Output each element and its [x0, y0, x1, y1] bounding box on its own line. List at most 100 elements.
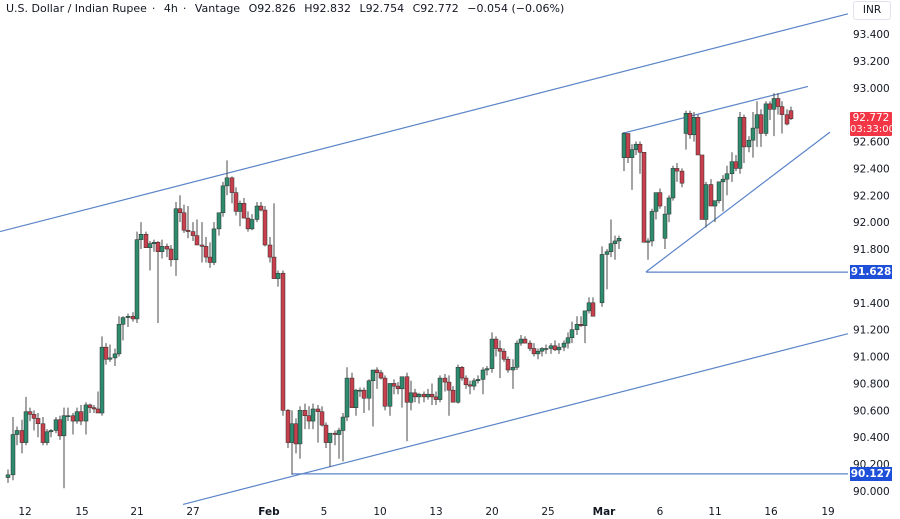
- trendline-lower-channel[interactable]: [182, 333, 849, 505]
- time-tick: 21: [130, 506, 143, 518]
- candle: [729, 152, 735, 182]
- symbol-legend: U.S. Dollar / Indian Rupee · 4h · Vantage …: [6, 2, 569, 15]
- candle: [771, 93, 777, 137]
- ohlc-low: L92.754: [359, 2, 405, 15]
- candle: [233, 187, 239, 216]
- time-tick: 16: [764, 506, 778, 518]
- price-tick: 93.200: [853, 56, 890, 68]
- price-axis[interactable]: 93.400 93.200 93.000 92.600 92.400 92.200 92.0…: [853, 29, 890, 498]
- candle: [378, 370, 384, 380]
- candle: [746, 136, 752, 153]
- candle: [679, 168, 685, 188]
- candlesticks: [5, 93, 794, 489]
- candle: [779, 101, 785, 134]
- time-tick: Feb: [258, 506, 280, 518]
- price-tick: 91.800: [853, 244, 890, 256]
- candle: [65, 407, 71, 422]
- candle: [280, 270, 286, 416]
- candle: [522, 336, 528, 344]
- candle: [561, 340, 567, 352]
- candle: [442, 374, 448, 392]
- candle: [116, 316, 122, 357]
- candle: [194, 219, 200, 246]
- candle: [399, 376, 405, 408]
- candle: [750, 111, 756, 158]
- candle: [14, 426, 20, 446]
- candle: [612, 235, 618, 260]
- candle: [31, 410, 37, 431]
- candle: [207, 242, 213, 268]
- candle: [382, 375, 388, 411]
- candle: [641, 152, 647, 243]
- candle: [302, 403, 308, 430]
- ohlc-open: O92.826: [248, 2, 296, 15]
- trendline-wedge-top[interactable]: [621, 85, 809, 135]
- candle: [510, 359, 516, 389]
- trendlines[interactable]: [0, 13, 849, 505]
- trendline-wedge-bottom[interactable]: [645, 131, 831, 273]
- candle: [40, 417, 46, 446]
- price-tick: 90.800: [853, 378, 890, 390]
- time-tick: 12: [18, 506, 31, 518]
- candle: [267, 236, 273, 263]
- legend-separator: ·: [182, 2, 187, 15]
- candle: [543, 344, 549, 354]
- candle: [366, 379, 372, 411]
- time-tick: 10: [373, 506, 386, 518]
- candle: [112, 348, 118, 366]
- candle: [699, 154, 705, 220]
- candle: [518, 335, 524, 346]
- ohlc-change: −0.054 (−0.06%): [467, 2, 565, 15]
- candle: [103, 343, 109, 365]
- price-tick: 93.400: [853, 29, 890, 41]
- candle: [319, 406, 325, 427]
- candle: [293, 418, 299, 454]
- candle: [716, 181, 722, 204]
- candle: [421, 391, 427, 403]
- time-axis[interactable]: 12 15 21 27 Feb 5 10 13 20 25 Mar 6 11 16 19: [18, 506, 834, 518]
- candle: [527, 340, 533, 352]
- candle: [450, 386, 456, 403]
- candle: [323, 422, 329, 448]
- candle: [737, 111, 743, 174]
- interval-label[interactable]: 4h: [163, 2, 178, 15]
- horizontal-lines[interactable]: [292, 271, 848, 475]
- price-tick: 92.400: [853, 163, 890, 175]
- candle: [608, 219, 614, 258]
- candle: [387, 383, 393, 416]
- candle: [297, 406, 303, 459]
- candle: [687, 110, 693, 139]
- candle: [633, 141, 639, 155]
- candle: [763, 101, 769, 137]
- price-tick: 91.000: [853, 352, 890, 364]
- candle: [412, 388, 418, 403]
- candle: [433, 391, 439, 405]
- current-price-value: 92.772: [852, 112, 890, 124]
- candle: [590, 297, 596, 317]
- currency-selector[interactable]: INR: [853, 1, 891, 20]
- candle: [229, 176, 235, 204]
- candle: [203, 236, 209, 263]
- candle: [578, 316, 584, 327]
- time-tick: 15: [75, 506, 88, 518]
- candle: [767, 101, 773, 121]
- candle: [637, 141, 643, 174]
- trendline-upper-channel[interactable]: [0, 13, 849, 233]
- candle: [271, 203, 277, 279]
- candle: [758, 109, 764, 147]
- candle: [467, 380, 473, 395]
- candle: [83, 402, 89, 435]
- candle: [621, 132, 627, 172]
- candle: [459, 365, 465, 381]
- candle: [391, 379, 397, 395]
- candle: [733, 154, 739, 172]
- candle: [164, 243, 170, 258]
- price-tick: 90.600: [853, 405, 890, 417]
- candle: [87, 403, 93, 414]
- candle: [289, 410, 295, 475]
- candle: [429, 383, 435, 405]
- candle: [484, 365, 490, 376]
- candle: [91, 404, 97, 414]
- candle: [349, 372, 355, 408]
